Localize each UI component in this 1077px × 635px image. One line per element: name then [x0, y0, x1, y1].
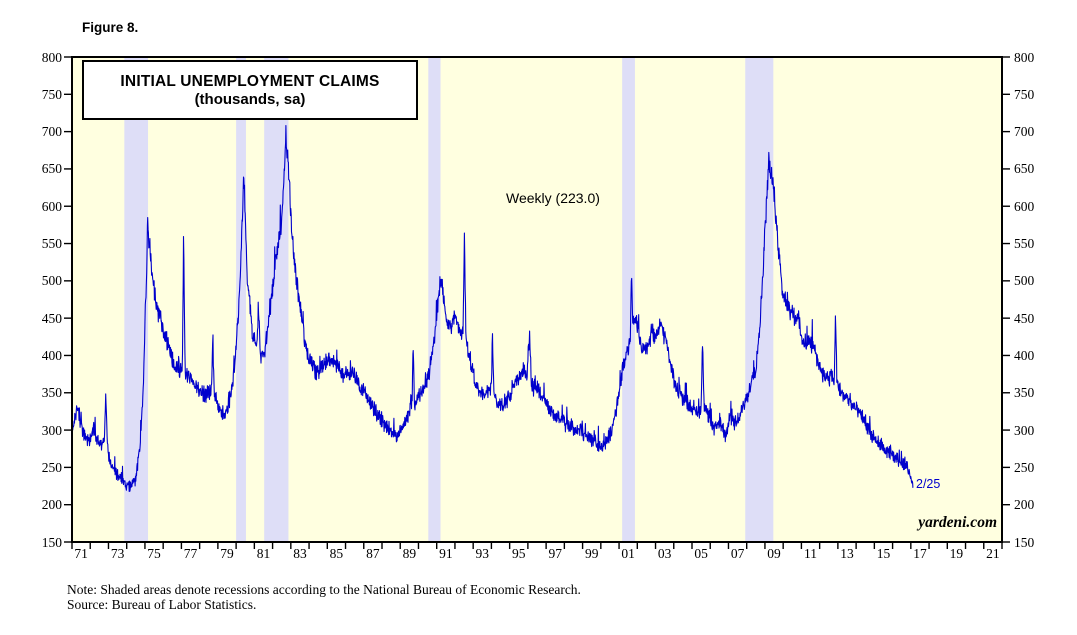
- figure-label: Figure 8.: [82, 20, 139, 35]
- y-axis-label-right: 650: [1014, 161, 1035, 177]
- x-axis-label: 15: [876, 546, 891, 561]
- chart-subtitle: (thousands, sa): [194, 90, 306, 108]
- x-axis-label: 71: [74, 546, 88, 561]
- recession-band: [428, 57, 441, 542]
- y-axis-label-left: 350: [41, 385, 62, 401]
- x-axis-label: 19: [949, 546, 964, 561]
- x-axis-label: 11: [804, 546, 818, 561]
- x-axis-label: 73: [110, 546, 125, 561]
- x-axis-label: 75: [147, 546, 161, 561]
- recession-band: [745, 57, 774, 542]
- plot-background: [72, 57, 1002, 542]
- note-recessions: Note: Shaded areas denote recessions acc…: [67, 582, 581, 597]
- y-axis-label-right: 800: [1014, 49, 1035, 65]
- y-axis-label-left: 150: [41, 534, 62, 550]
- y-axis-label-left: 800: [41, 49, 62, 65]
- x-axis-label: 83: [293, 546, 307, 561]
- y-axis-label-left: 500: [41, 273, 62, 289]
- y-axis-label-right: 600: [1014, 198, 1035, 214]
- x-axis-label: 95: [512, 546, 526, 561]
- x-axis-label: 17: [913, 546, 927, 561]
- x-axis-label: 85: [329, 546, 344, 561]
- y-axis-label-right: 150: [1014, 534, 1035, 550]
- y-axis-label-right: 350: [1014, 385, 1035, 401]
- y-axis-label-right: 750: [1014, 86, 1035, 102]
- chart-title-box: INITIAL UNEMPLOYMENT CLAIMS (thousands, …: [82, 60, 418, 120]
- y-axis-label-left: 450: [41, 310, 62, 326]
- x-axis-label: 99: [584, 546, 599, 561]
- x-axis-label: 87: [366, 546, 380, 561]
- y-axis-label-right: 400: [1014, 347, 1035, 363]
- x-axis-label: 13: [840, 546, 854, 561]
- recession-band: [622, 57, 635, 542]
- claims-line: [71, 125, 914, 493]
- x-axis-label: 93: [475, 546, 490, 561]
- y-axis-label-left: 250: [41, 459, 62, 475]
- note-source: Source: Bureau of Labor Statistics.: [67, 597, 257, 612]
- x-axis-label: 89: [402, 546, 417, 561]
- watermark-yardeni: yardeni.com: [918, 514, 997, 531]
- recession-band: [124, 57, 149, 542]
- y-axis-label-right: 700: [1014, 124, 1035, 140]
- y-axis-label-left: 300: [41, 422, 62, 438]
- x-axis-label: 03: [657, 546, 672, 561]
- y-axis-label-right: 500: [1014, 273, 1035, 289]
- y-axis-label-left: 600: [41, 198, 62, 214]
- x-axis-label: 09: [767, 546, 781, 561]
- chart-title: INITIAL UNEMPLOYMENT CLAIMS: [120, 72, 380, 90]
- x-axis-label: 07: [730, 546, 745, 561]
- plot-border: [71, 56, 1003, 543]
- series-value-label: Weekly (223.0): [506, 190, 600, 206]
- x-axis-label: 91: [439, 546, 453, 561]
- y-axis-label-right: 300: [1014, 422, 1035, 438]
- x-axis-label: 81: [256, 546, 271, 561]
- y-axis-label-left: 400: [41, 347, 62, 363]
- recession-band: [264, 57, 289, 542]
- recession-band: [236, 57, 246, 542]
- x-axis-label: 01: [621, 546, 635, 561]
- x-axis-label: 77: [183, 546, 198, 561]
- y-axis-label-left: 750: [41, 86, 62, 102]
- x-axis-label: 97: [548, 546, 562, 561]
- x-axis-label: 21: [986, 546, 1000, 561]
- latest-date-label: 2/25: [916, 477, 941, 491]
- y-axis-label-left: 700: [41, 124, 62, 140]
- y-axis-label-right: 250: [1014, 459, 1035, 475]
- y-axis-label-right: 200: [1014, 497, 1035, 513]
- y-axis-label-left: 200: [41, 497, 62, 513]
- y-axis-label-left: 650: [41, 161, 62, 177]
- y-axis-label-left: 550: [41, 236, 62, 252]
- y-axis-label-right: 550: [1014, 236, 1035, 252]
- x-axis-label: 05: [694, 546, 708, 561]
- x-axis-label: 79: [220, 546, 234, 561]
- y-axis-label-right: 450: [1014, 310, 1035, 326]
